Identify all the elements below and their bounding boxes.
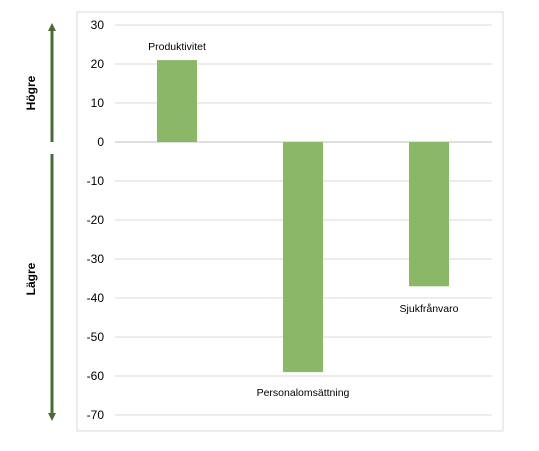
y-tick-label: -40: [87, 291, 105, 305]
side-label-upper: Högre: [24, 75, 38, 110]
category-label: Sjukfrånvaro: [400, 303, 459, 315]
bars: [157, 60, 449, 373]
y-tick-label: 30: [91, 18, 105, 32]
y-tick-label: 20: [91, 57, 105, 71]
down-arrow-icon: [48, 413, 56, 421]
up-arrow-icon: [48, 23, 56, 31]
side-label-lower: Lägre: [24, 262, 38, 295]
y-tick-label: -50: [87, 330, 105, 344]
direction-arrows: [48, 23, 56, 421]
y-tick-label: 10: [91, 96, 105, 110]
y-tick-label: -30: [87, 252, 105, 266]
y-tick-label: -60: [87, 369, 105, 383]
category-label: Personalomsättning: [257, 387, 350, 399]
category-label: Produktivitet: [148, 41, 206, 53]
y-tick-label: 0: [97, 135, 104, 149]
bar-produktivitet: [157, 60, 197, 142]
y-tick-label: -20: [87, 213, 105, 227]
y-tick-label: -70: [87, 408, 105, 422]
y-tick-labels: 30 20 10 0 -10 -20 -30 -40 -50 -60 -70: [87, 18, 105, 422]
bar-sjukfrånvaro: [409, 142, 449, 287]
bar-labels: Produktivitet Personalomsättning Sjukfrånv…: [148, 41, 459, 399]
y-tick-label: -10: [87, 174, 105, 188]
bar-personalomsättning: [283, 142, 323, 373]
